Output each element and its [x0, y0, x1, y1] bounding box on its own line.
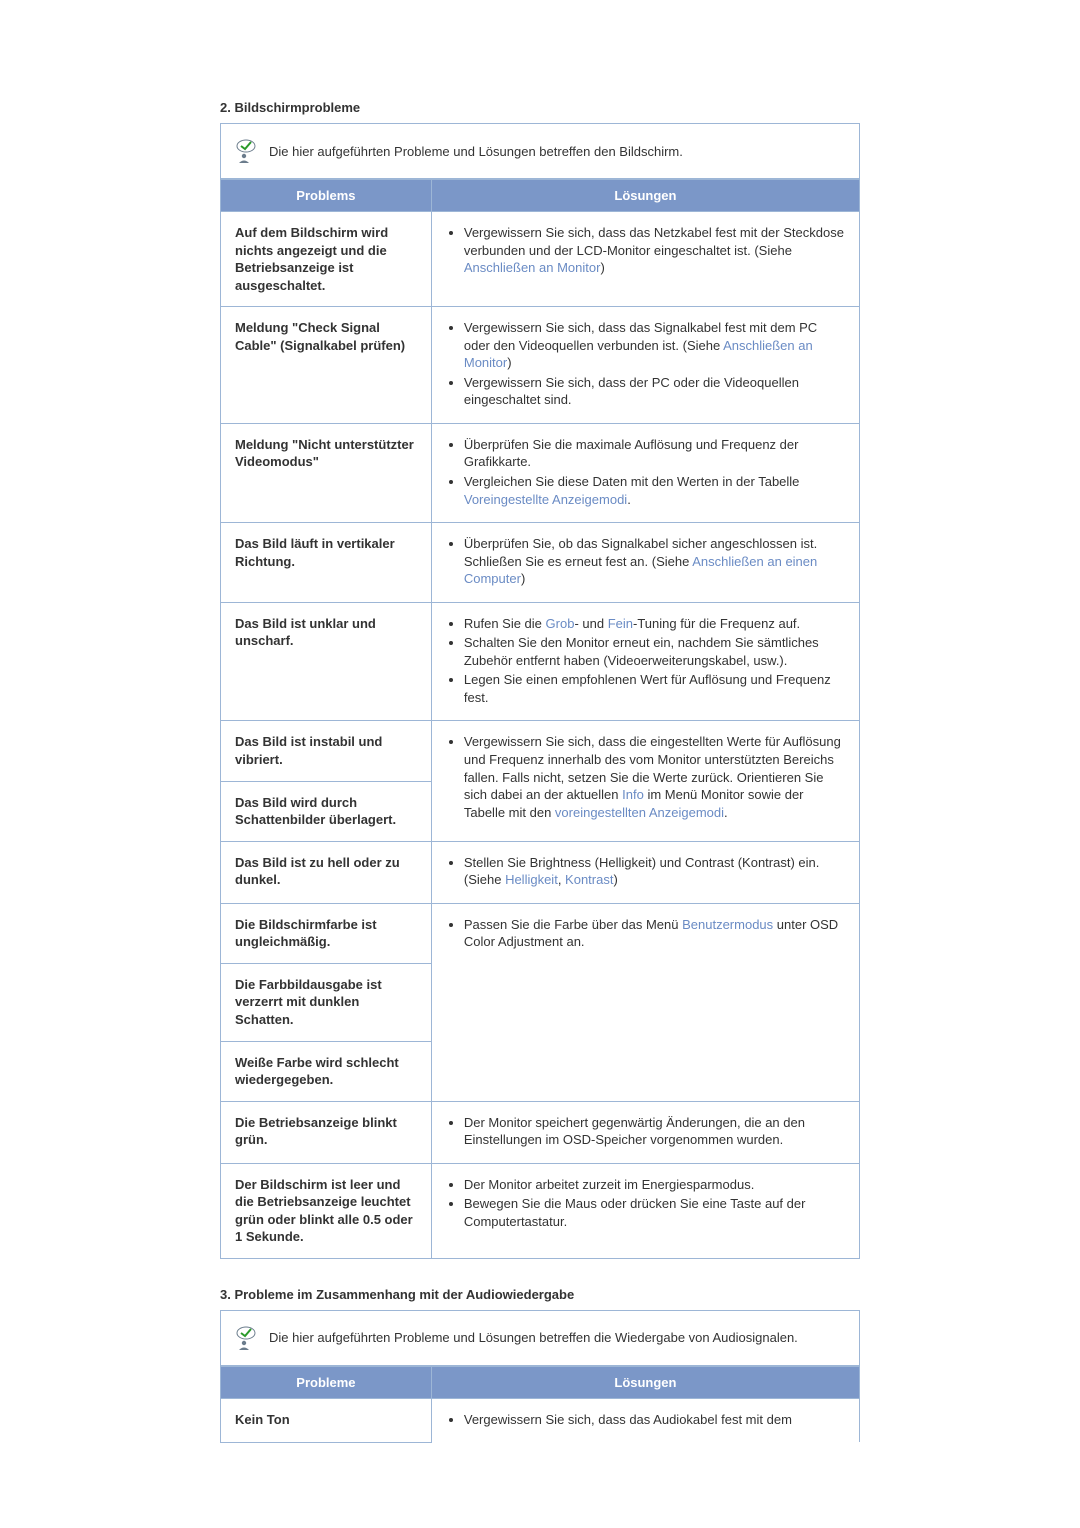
- link-benutzermodus[interactable]: Benutzermodus: [682, 917, 773, 932]
- list-item: Vergewissern Sie sich, dass das Signalka…: [464, 319, 845, 372]
- page-container: 2. Bildschirmprobleme Die hier aufgeführ…: [110, 0, 970, 1483]
- list-item: Vergewissern Sie sich, dass das Netzkabe…: [464, 224, 845, 277]
- list-item: Passen Sie die Farbe über das Menü Benut…: [464, 916, 845, 951]
- table-header-row: Problems Lösungen: [221, 180, 860, 212]
- table-row: Das Bild ist instabil und vibriert. Verg…: [221, 721, 860, 781]
- link-voreingestellte-anzeigemodi[interactable]: Voreingestellte Anzeigemodi: [464, 492, 627, 507]
- link-info[interactable]: Info: [622, 787, 644, 802]
- table-row: Die Bildschirmfarbe ist ungleichmäßig. P…: [221, 903, 860, 963]
- list-item: Legen Sie einen empfohlenen Wert für Auf…: [464, 671, 845, 706]
- list-item: Vergewissern Sie sich, dass die eingeste…: [464, 733, 845, 821]
- table-row: Das Bild ist unklar und unscharf. Rufen …: [221, 602, 860, 721]
- table-row: Die Betriebsanzeige blinkt grün. Der Mon…: [221, 1101, 860, 1163]
- table-row: Meldung "Nicht unterstützter Videomodus"…: [221, 423, 860, 522]
- col-header-problems: Problems: [221, 180, 432, 212]
- link-grob[interactable]: Grob: [546, 616, 575, 631]
- solution-cell: Überprüfen Sie, ob das Signalkabel siche…: [431, 523, 859, 603]
- solution-cell: Überprüfen Sie die maximale Auflösung un…: [431, 423, 859, 522]
- link-anschliessen-monitor[interactable]: Anschließen an Monitor: [464, 260, 601, 275]
- solution-cell: Der Monitor speichert gegenwärtig Änderu…: [431, 1101, 859, 1163]
- section-3-intro-text: Die hier aufgeführten Probleme und Lösun…: [269, 1330, 798, 1345]
- section-3-heading: 3. Probleme im Zusammenhang mit der Audi…: [220, 1287, 860, 1302]
- section-2-table: Problems Lösungen Auf dem Bildschirm wir…: [220, 179, 860, 1259]
- section-3-intro-box: Die hier aufgeführten Probleme und Lösun…: [220, 1310, 860, 1366]
- table-row: Der Bildschirm ist leer und die Betriebs…: [221, 1163, 860, 1258]
- solution-cell: Vergewissern Sie sich, dass die eingeste…: [431, 721, 859, 841]
- problem-cell: Kein Ton: [221, 1398, 432, 1442]
- problem-cell: Das Bild ist instabil und vibriert.: [221, 721, 432, 781]
- problem-cell: Die Bildschirmfarbe ist ungleichmäßig.: [221, 903, 432, 963]
- link-helligkeit[interactable]: Helligkeit: [505, 872, 558, 887]
- solution-cell: Der Monitor arbeitet zurzeit im Energies…: [431, 1163, 859, 1258]
- solution-cell: Stellen Sie Brightness (Helligkeit) und …: [431, 841, 859, 903]
- table-row: Das Bild läuft in vertikaler Richtung. Ü…: [221, 523, 860, 603]
- section-3-table: Probleme Lösungen Kein Ton Vergewissern …: [220, 1366, 860, 1443]
- problem-cell: Der Bildschirm ist leer und die Betriebs…: [221, 1163, 432, 1258]
- solution-cell: Rufen Sie die Grob- und Fein-Tuning für …: [431, 602, 859, 721]
- check-person-icon: [235, 138, 269, 164]
- table-row: Auf dem Bildschirm wird nichts angezeigt…: [221, 212, 860, 307]
- problem-cell: Das Bild ist zu hell oder zu dunkel.: [221, 841, 432, 903]
- list-item: Vergewissern Sie sich, dass der PC oder …: [464, 374, 845, 409]
- list-item: Schalten Sie den Monitor erneut ein, nac…: [464, 634, 845, 669]
- table-row: Kein Ton Vergewissern Sie sich, dass das…: [221, 1398, 860, 1442]
- list-item: Überprüfen Sie die maximale Auflösung un…: [464, 436, 845, 471]
- list-item: Stellen Sie Brightness (Helligkeit) und …: [464, 854, 845, 889]
- problem-cell: Meldung "Check Signal Cable" (Signalkabe…: [221, 307, 432, 424]
- link-kontrast[interactable]: Kontrast: [565, 872, 613, 887]
- link-fein[interactable]: Fein: [608, 616, 633, 631]
- table-row: Das Bild ist zu hell oder zu dunkel. Ste…: [221, 841, 860, 903]
- solution-cell: Vergewissern Sie sich, dass das Netzkabe…: [431, 212, 859, 307]
- problem-cell: Das Bild wird durch Schattenbilder überl…: [221, 781, 432, 841]
- section-2-intro-box: Die hier aufgeführten Probleme und Lösun…: [220, 123, 860, 179]
- list-item: Bewegen Sie die Maus oder drücken Sie ei…: [464, 1195, 845, 1230]
- table-row: Meldung "Check Signal Cable" (Signalkabe…: [221, 307, 860, 424]
- check-person-icon: [235, 1325, 269, 1351]
- problem-cell: Die Farbbildausgabe ist verzerrt mit dun…: [221, 963, 432, 1041]
- list-item: Vergewissern Sie sich, dass das Audiokab…: [464, 1411, 845, 1429]
- problem-cell: Meldung "Nicht unterstützter Videomodus": [221, 423, 432, 522]
- problem-cell: Die Betriebsanzeige blinkt grün.: [221, 1101, 432, 1163]
- table-header-row: Probleme Lösungen: [221, 1366, 860, 1398]
- problem-cell: Das Bild ist unklar und unscharf.: [221, 602, 432, 721]
- solution-cell: Vergewissern Sie sich, dass das Audiokab…: [431, 1398, 859, 1442]
- list-item: Der Monitor arbeitet zurzeit im Energies…: [464, 1176, 845, 1194]
- solution-cell: Passen Sie die Farbe über das Menü Benut…: [431, 903, 859, 1101]
- problem-cell: Auf dem Bildschirm wird nichts angezeigt…: [221, 212, 432, 307]
- col-header-solutions: Lösungen: [431, 180, 859, 212]
- problem-cell: Weiße Farbe wird schlecht wiedergegeben.: [221, 1041, 432, 1101]
- link-voreingestellte-anzeigemodi[interactable]: voreingestellten Anzeigemodi: [555, 805, 724, 820]
- list-item: Rufen Sie die Grob- und Fein-Tuning für …: [464, 615, 845, 633]
- col-header-solutions: Lösungen: [431, 1366, 859, 1398]
- section-2-heading: 2. Bildschirmprobleme: [220, 100, 860, 115]
- solution-cell: Vergewissern Sie sich, dass das Signalka…: [431, 307, 859, 424]
- col-header-problems: Probleme: [221, 1366, 432, 1398]
- list-item: Vergleichen Sie diese Daten mit den Wert…: [464, 473, 845, 508]
- section-2-intro-text: Die hier aufgeführten Probleme und Lösun…: [269, 144, 683, 159]
- problem-cell: Das Bild läuft in vertikaler Richtung.: [221, 523, 432, 603]
- list-item: Der Monitor speichert gegenwärtig Änderu…: [464, 1114, 845, 1149]
- list-item: Überprüfen Sie, ob das Signalkabel siche…: [464, 535, 845, 588]
